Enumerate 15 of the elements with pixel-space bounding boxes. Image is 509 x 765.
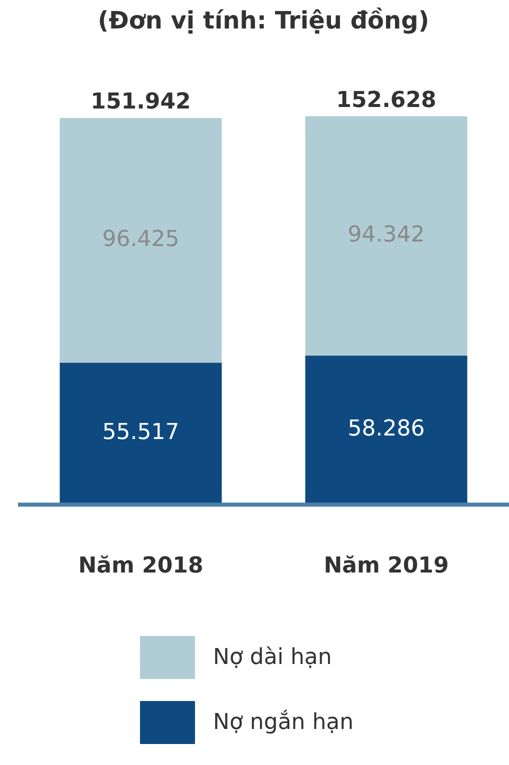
x-tick-label: Năm 2018 [78,554,204,579]
bar [305,116,468,356]
legend-label: Nợ dài hạn [213,645,332,670]
legend-label: Nợ ngắn hạn [213,710,354,735]
data-label: 55.517 [102,420,180,445]
data-label: 94.342 [348,222,425,248]
data-label: 96.425 [102,227,180,252]
total-label: 151.942 [90,90,191,115]
bar [305,356,468,504]
total-label: 152.628 [336,88,436,113]
bar [60,118,222,363]
bar [60,362,222,504]
x-tick-label: Năm 2019 [324,554,449,579]
chart-title: (Đơn vị tính: Triệu đồng) [98,6,430,35]
data-label: 58.286 [348,416,425,442]
